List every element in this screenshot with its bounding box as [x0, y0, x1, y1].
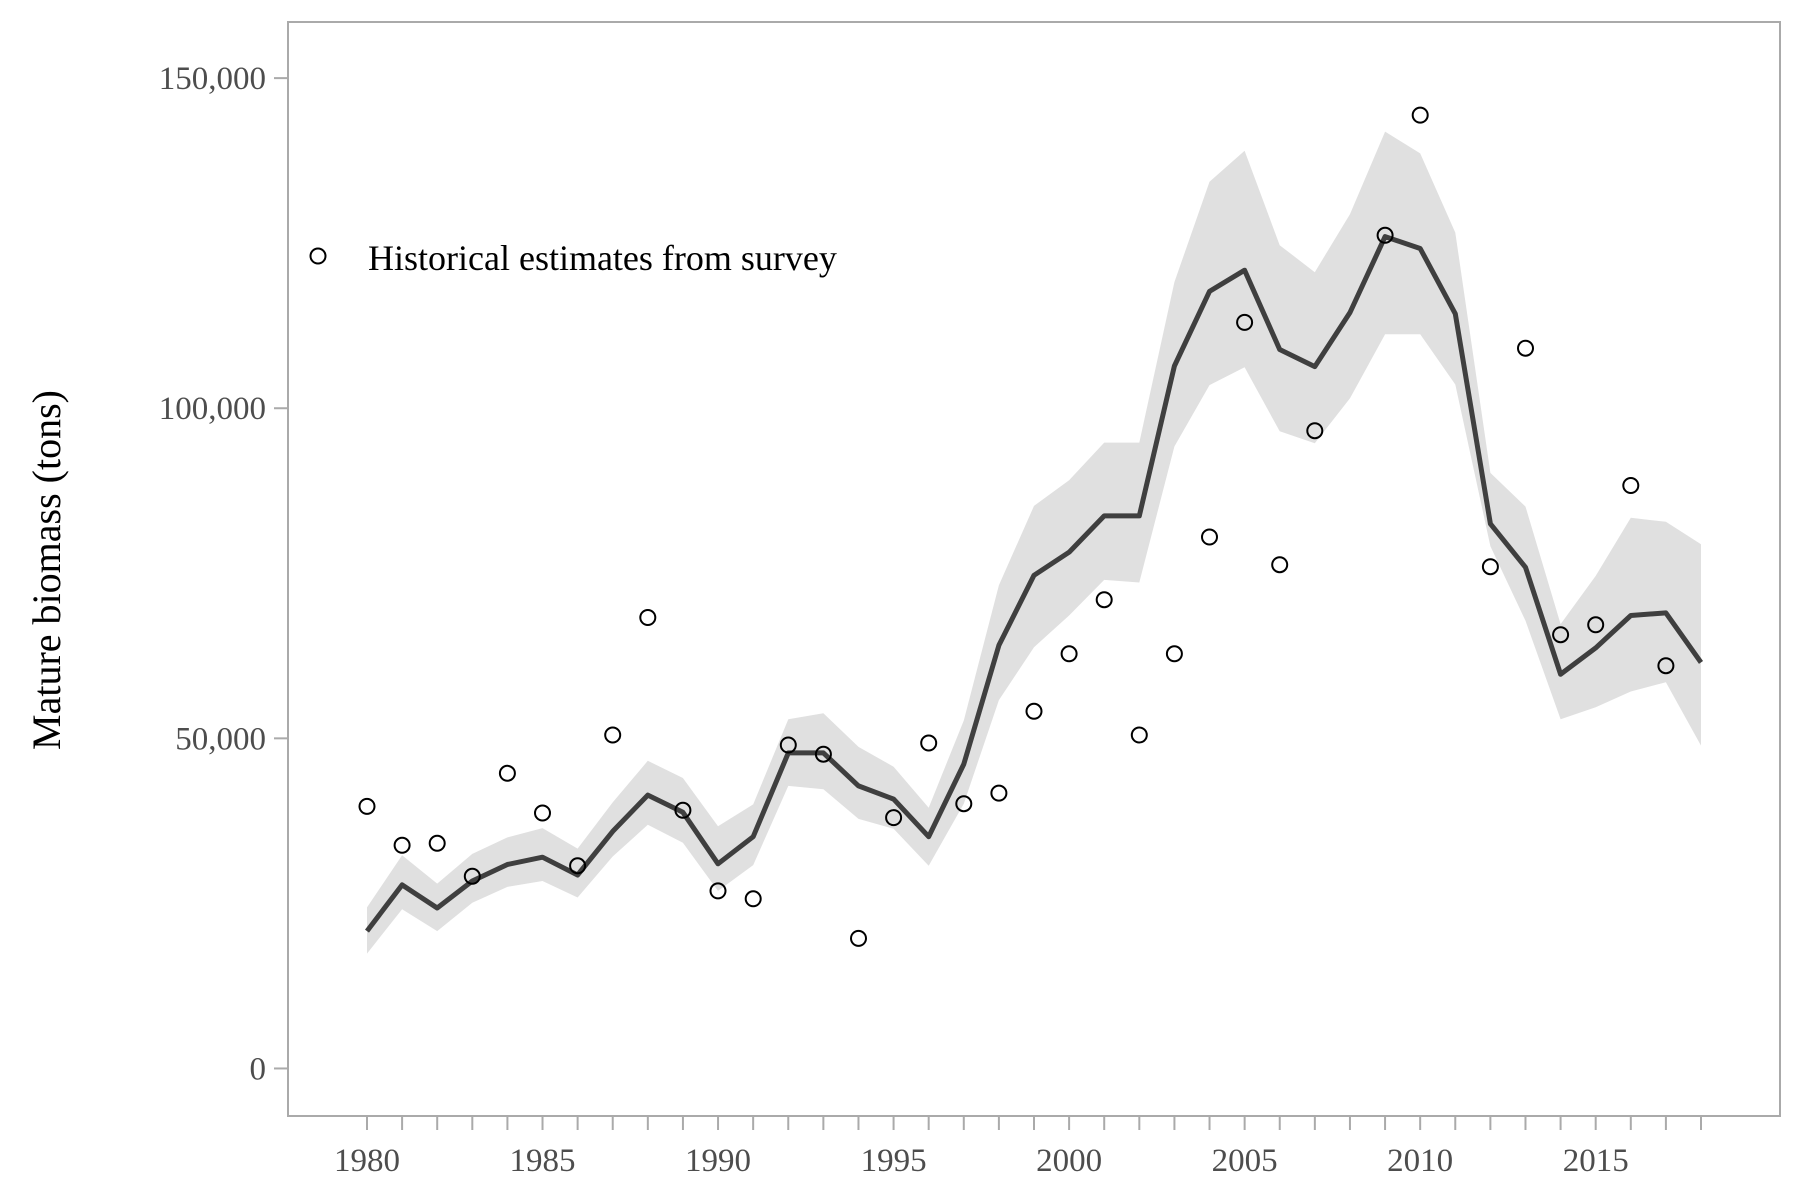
- survey-point: [814, 745, 832, 763]
- survey-point: [1517, 339, 1534, 357]
- survey-point: [358, 797, 376, 815]
- y-tick-label: 50,000: [175, 721, 266, 757]
- survey-point: [498, 764, 516, 782]
- x-tick-label: 2015: [1563, 1143, 1629, 1179]
- survey-point: [463, 867, 481, 885]
- x-tick-label: 2005: [1212, 1143, 1278, 1179]
- survey-point: [639, 609, 657, 626]
- survey-point: [1622, 477, 1640, 494]
- survey-point: [534, 804, 551, 822]
- survey-point: [1552, 626, 1570, 644]
- survey-point: [1025, 702, 1043, 720]
- survey-point: [1376, 226, 1394, 244]
- confidence-band: [367, 131, 1701, 954]
- survey-point: [850, 929, 867, 947]
- survey-point: [1271, 556, 1289, 574]
- survey-point: [1060, 645, 1078, 663]
- survey-point: [1481, 558, 1499, 576]
- y-axis-title: Mature biomass (tons): [24, 390, 69, 750]
- survey-point: [393, 836, 411, 854]
- model-estimate-line: [365, 234, 1704, 933]
- survey-point: [779, 736, 797, 754]
- x-tick-label: 1990: [685, 1143, 751, 1179]
- y-tick-label: 150,000: [159, 61, 266, 97]
- x-tick-label: 1995: [861, 1143, 927, 1179]
- survey-points: [358, 106, 1675, 947]
- survey-point: [1095, 591, 1113, 609]
- x-tick-label: 1985: [510, 1143, 576, 1179]
- legend-label: Historical estimates from survey: [368, 238, 837, 278]
- survey-point: [920, 734, 938, 752]
- y-tick-label: 100,000: [159, 391, 266, 427]
- x-tick-label: 1980: [334, 1143, 400, 1179]
- survey-point: [674, 801, 692, 819]
- survey-point: [604, 726, 622, 744]
- survey-point: [1411, 106, 1429, 124]
- survey-point: [885, 809, 903, 827]
- legend: Historical estimates from survey: [309, 238, 837, 278]
- survey-point: [1165, 645, 1183, 663]
- survey-point: [1587, 616, 1605, 634]
- x-axis: 1980 1985 1990 1995 2000 2005 2010 2015: [334, 1116, 1703, 1179]
- survey-point: [1201, 528, 1218, 546]
- survey-point: [955, 795, 973, 813]
- x-tick-label: 2000: [1036, 1143, 1102, 1179]
- survey-point: [744, 890, 762, 908]
- survey-point: [428, 834, 446, 852]
- legend-point-marker: [309, 247, 327, 265]
- y-tick-label: 0: [250, 1051, 267, 1087]
- survey-point: [569, 857, 587, 875]
- survey-point: [1130, 726, 1148, 744]
- y-axis: 0 50,000 100,000 150,000: [159, 61, 288, 1087]
- survey-point: [1306, 422, 1324, 440]
- x-tick-label: 2010: [1387, 1143, 1453, 1179]
- survey-point: [1657, 657, 1675, 675]
- survey-point: [990, 784, 1008, 802]
- survey-point: [1236, 313, 1254, 331]
- survey-point: [709, 882, 727, 900]
